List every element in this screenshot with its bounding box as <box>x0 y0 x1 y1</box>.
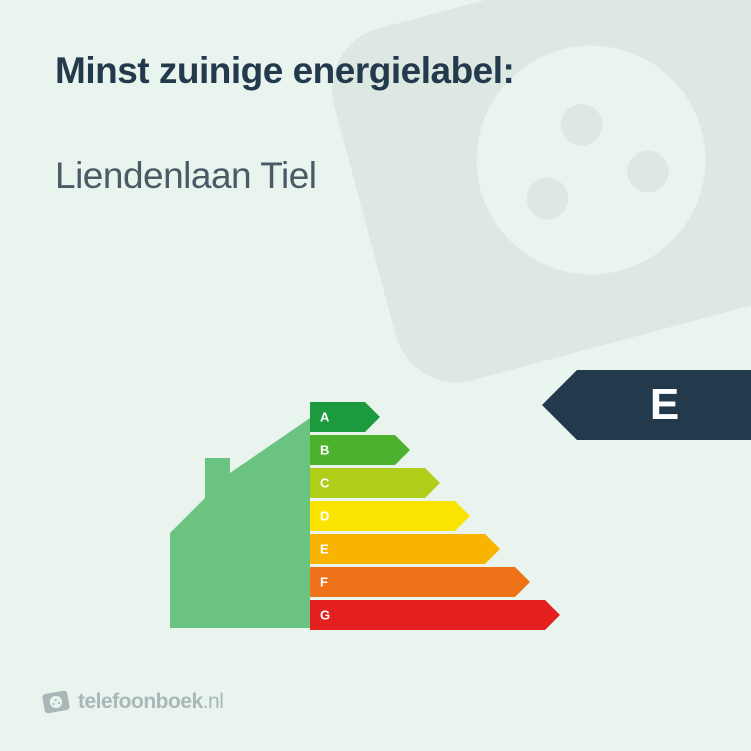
bar-shape-icon <box>310 567 530 597</box>
badge-body: E <box>577 370 751 440</box>
bar-shape-icon <box>310 534 500 564</box>
footer-brand-name: telefoonboek <box>78 690 203 713</box>
badge-arrow-icon <box>542 370 577 440</box>
bar-label: D <box>320 509 329 524</box>
bar-label: E <box>320 542 329 557</box>
energy-chart: A B C D E F G E <box>160 370 730 650</box>
bar-label: A <box>320 410 329 425</box>
energy-label-card: Minst zuinige energielabel: Liendenlaan … <box>0 0 751 751</box>
footer-text: telefoonboek.nl <box>78 690 223 714</box>
bar-label: G <box>320 608 330 623</box>
bar-shape-icon <box>310 468 440 498</box>
bar-shape-icon <box>310 501 470 531</box>
footer-tld: .nl <box>203 690 224 713</box>
bar-label: C <box>320 476 329 491</box>
bar-shape-icon <box>310 600 560 630</box>
footer-logo-icon <box>40 686 72 718</box>
selected-label-badge: E <box>542 370 751 440</box>
bar-label: F <box>320 575 328 590</box>
card-subtitle: Liendenlaan Tiel <box>55 155 317 197</box>
house-icon <box>160 418 310 628</box>
badge-letter: E <box>650 380 679 430</box>
card-title: Minst zuinige energielabel: <box>55 50 514 92</box>
footer-brand: telefoonboek.nl <box>42 688 223 716</box>
bar-label: B <box>320 443 329 458</box>
